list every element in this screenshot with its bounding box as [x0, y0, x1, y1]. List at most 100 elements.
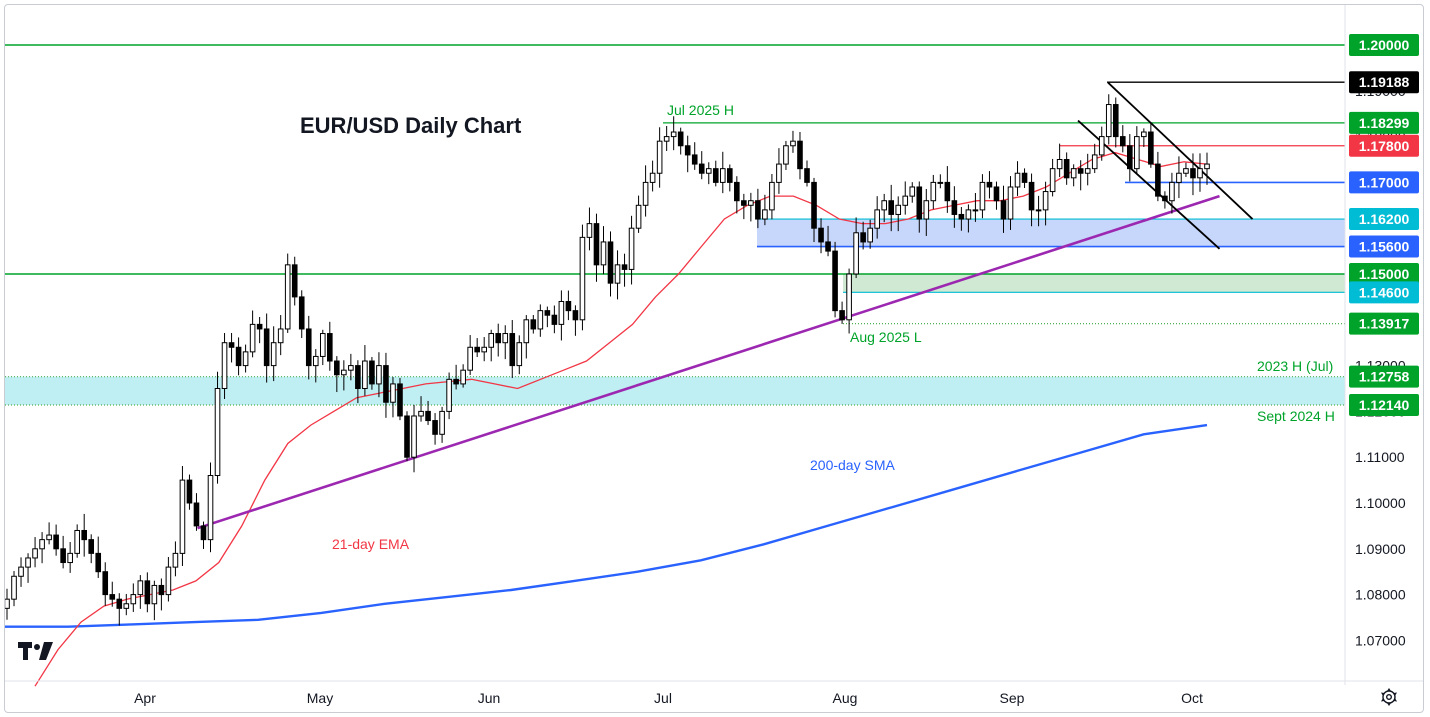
candle [741, 193, 747, 220]
candle [937, 174, 944, 189]
candle [972, 193, 979, 222]
candle [46, 522, 52, 545]
candle [839, 301, 845, 324]
candle [684, 135, 691, 173]
candle [923, 188, 930, 236]
zone-0 [757, 219, 1345, 247]
candle [572, 305, 579, 336]
candle [432, 413, 438, 445]
candle [607, 231, 614, 297]
candle [586, 207, 593, 251]
candle [832, 241, 838, 318]
candle [284, 253, 291, 333]
candle [1028, 173, 1035, 227]
candle [179, 466, 186, 567]
candle [376, 352, 382, 398]
candle [235, 337, 242, 376]
candle [1021, 168, 1028, 189]
zone-1 [843, 274, 1345, 293]
x-tick-label: Sep [1000, 690, 1025, 706]
candle [151, 580, 158, 621]
candle [60, 535, 66, 569]
price-tag[interactable]: 1.18299 [1349, 111, 1419, 134]
candle [642, 165, 649, 217]
price-tag[interactable]: 1.14600 [1349, 281, 1419, 304]
rising-trendline[interactable] [197, 194, 1220, 530]
price-tag[interactable]: 1.16200 [1349, 208, 1419, 231]
candle [719, 151, 726, 194]
candle [348, 353, 354, 381]
candle [495, 323, 502, 357]
candle [425, 400, 431, 425]
eurusd-daily-chart[interactable]: EUR/USD Daily Chart Jul 2025 H Aug 2025 … [5, 5, 1424, 713]
candle [544, 306, 551, 328]
candle [319, 329, 326, 366]
price-tag[interactable]: 1.19188 [1349, 71, 1419, 94]
candle [698, 151, 705, 180]
candle [811, 177, 817, 243]
candle [1119, 125, 1126, 153]
candle [530, 314, 537, 334]
candle [1134, 126, 1140, 174]
svg-text:1.15600: 1.15600 [1359, 239, 1410, 255]
candle [130, 583, 137, 612]
candle [762, 194, 768, 226]
svg-text:1.17800: 1.17800 [1359, 138, 1410, 154]
candle [256, 317, 263, 344]
gear-icon[interactable] [1381, 688, 1397, 706]
svg-text:1.19188: 1.19188 [1359, 74, 1410, 90]
price-tag[interactable]: 1.17000 [1349, 171, 1419, 194]
channel-upper-line[interactable] [1107, 81, 1254, 220]
candle [579, 224, 586, 331]
time-axis[interactable]: Apr May Jun Jul Aug Sep Oct [134, 690, 1203, 706]
candle [186, 474, 193, 510]
price-tag[interactable]: 1.13917 [1349, 312, 1419, 335]
candle [32, 537, 38, 568]
candle [242, 344, 249, 373]
price-axis[interactable]: 1.070001.080001.090001.100001.110001.120… [1355, 83, 1406, 649]
candle [551, 305, 558, 334]
candle [944, 166, 951, 213]
candle [95, 536, 102, 578]
candle [1112, 97, 1119, 148]
candle [769, 174, 775, 220]
price-tag[interactable]: 1.12140 [1349, 393, 1419, 416]
price-tag[interactable]: 1.20000 [1349, 34, 1419, 56]
svg-text:1.13917: 1.13917 [1359, 316, 1410, 332]
price-tag[interactable]: 1.17800 [1349, 134, 1419, 157]
candle [776, 148, 782, 194]
price-tag[interactable]: 1.15600 [1349, 235, 1419, 258]
candle [411, 404, 417, 473]
candle [965, 204, 972, 233]
candle [334, 356, 340, 393]
y-tick-label: 1.11000 [1355, 449, 1405, 465]
candle [1098, 126, 1105, 161]
candle [200, 521, 207, 549]
x-tick-label: Jul [654, 690, 672, 706]
candle [109, 581, 116, 607]
y-tick-label: 1.08000 [1355, 587, 1406, 603]
candle [369, 357, 375, 390]
zone-2 [5, 376, 1345, 405]
candle [523, 315, 530, 359]
candle [1084, 153, 1091, 186]
candle [172, 541, 179, 577]
price-tag[interactable]: 1.12758 [1349, 365, 1419, 388]
candle [846, 268, 852, 334]
candle [298, 290, 305, 339]
candle [1063, 152, 1070, 185]
candle [712, 160, 719, 187]
candle [509, 320, 516, 379]
candle [755, 188, 761, 229]
price-tags-layer: 1.20000 1.19188 1.18299 1.17800 1.17000 1.162… [1349, 34, 1419, 416]
candle [404, 411, 410, 462]
y-tick-label: 1.10000 [1355, 495, 1406, 511]
x-tick-label: Apr [134, 690, 156, 706]
candle [663, 126, 670, 151]
price-tag[interactable]: 1.15000 [1349, 263, 1419, 285]
tradingview-logo[interactable]: TV [18, 641, 53, 660]
candle [355, 360, 361, 404]
candle [25, 553, 31, 583]
candles-layer [5, 94, 1210, 626]
candle [1077, 160, 1084, 191]
